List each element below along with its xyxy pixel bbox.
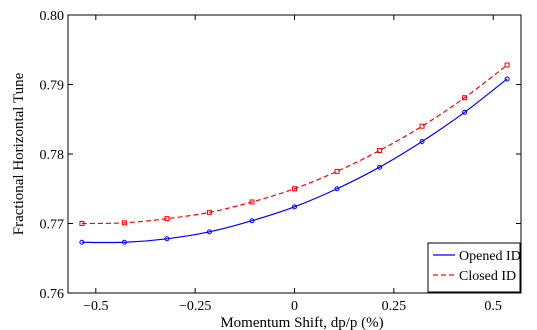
series-line-2 [81, 64, 508, 225]
y-tick-label: 0.80 [40, 9, 65, 24]
data-point-circle [164, 236, 170, 242]
x-axis-label: Momentum Shift, dp/p (%) [220, 315, 383, 330]
series-line-1 [81, 78, 508, 244]
legend-label-1: Opened ID [459, 249, 521, 264]
legend: Opened ID Closed ID [427, 242, 521, 293]
data-point-square [419, 123, 425, 129]
legend-label-2: Closed ID [459, 269, 516, 284]
y-tick-label: 0.77 [40, 218, 65, 233]
data-point-circle [121, 239, 127, 245]
legend-box [427, 242, 521, 293]
data-point-circle [292, 204, 297, 210]
data-point-circle [419, 138, 425, 144]
y-tick-label: 0.76 [40, 287, 65, 302]
data-point-square [292, 186, 297, 192]
data-point-square [206, 209, 212, 215]
data-point-circle [504, 76, 510, 82]
x-tick-label: 0.5 [484, 299, 502, 314]
data-point-circle [206, 229, 212, 235]
x-tick-label: −0.25 [179, 299, 211, 314]
x-tick-label: −0.5 [83, 299, 108, 314]
data-point-circle [462, 109, 468, 115]
y-axis-label: Fractional Horizontal Tune [11, 72, 27, 235]
data-point-square [121, 220, 127, 226]
data-point-circle [377, 164, 383, 170]
axis-tick-labels: −0.5 −0.25 0 0.25 0.5 0.76 0.77 0.78 0.79 0.80 [40, 9, 502, 314]
data-point-square [504, 62, 510, 68]
data-point-square [462, 95, 468, 101]
data-point-square [249, 199, 255, 205]
x-tick-label: 0.25 [382, 299, 407, 314]
data-point-circle [249, 218, 255, 224]
x-tick-label: 0 [291, 299, 298, 314]
y-tick-label: 0.79 [40, 79, 65, 94]
data-point-circle [334, 186, 340, 192]
data-point-square [334, 168, 340, 174]
data-point-square [164, 216, 170, 222]
series-layer [79, 62, 510, 245]
data-point-circle [79, 239, 85, 245]
data-point-square [79, 221, 85, 226]
data-point-square [377, 148, 383, 154]
y-tick-label: 0.78 [40, 148, 65, 163]
